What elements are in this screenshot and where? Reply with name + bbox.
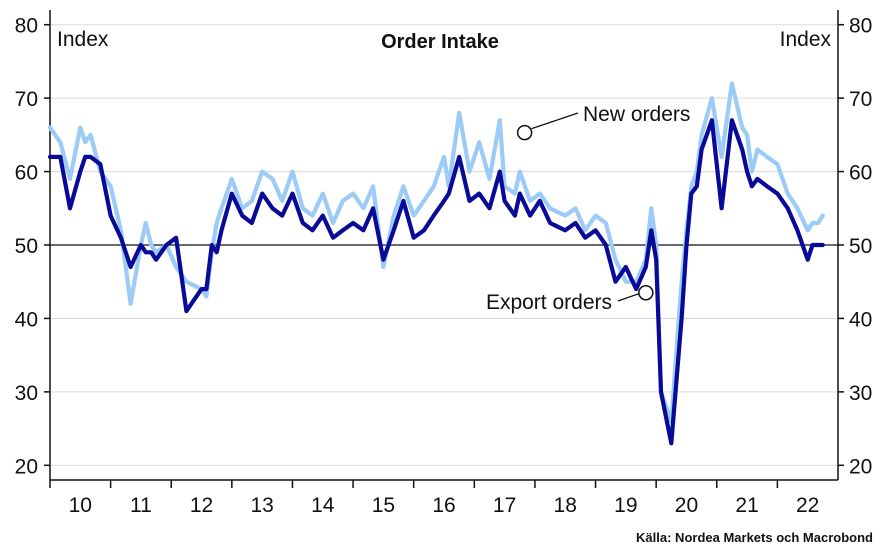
- x-tick-label: 12: [190, 494, 213, 517]
- chart-title: Order Intake: [381, 31, 499, 53]
- x-tick-label: 11: [130, 494, 152, 517]
- right-tick-label: 20: [849, 455, 872, 478]
- left-tick-label: 60: [15, 162, 38, 185]
- right-tick-label: 60: [849, 162, 872, 185]
- right-tick-label: 40: [849, 308, 872, 331]
- right-unit-label: Index: [780, 28, 832, 51]
- right-tick-label: 50: [849, 235, 872, 258]
- export-orders-marker: [638, 284, 654, 301]
- x-tick-label: 15: [372, 494, 395, 517]
- x-tick-label: 18: [554, 494, 577, 517]
- x-tick-label: 22: [796, 494, 819, 517]
- x-tick-label: 16: [432, 494, 455, 517]
- x-tick-label: 10: [69, 494, 92, 517]
- x-tick-label: 13: [250, 494, 273, 517]
- right-tick-label: 30: [849, 382, 872, 405]
- x-tick-label: 17: [493, 494, 516, 517]
- x-tick-label: 20: [675, 494, 698, 517]
- series-line-export-orders: [47, 118, 825, 446]
- export-orders-label: Export orders: [486, 291, 612, 314]
- x-tick-label: 14: [311, 494, 335, 517]
- export-orders-leader: [617, 293, 640, 302]
- x-ticks: 10 11 12 13 14 15 16 17 18 19 20 21 22: [49, 480, 819, 517]
- new-orders-marker: [516, 124, 533, 141]
- new-orders-label: New orders: [583, 103, 690, 126]
- left-tick-label: 80: [15, 15, 38, 38]
- y-ticks: 20 20 30 30 40 40 50 50 60 60 70 70 80 80: [15, 15, 873, 479]
- left-tick-label: 70: [15, 88, 38, 111]
- left-unit-label: Index: [57, 28, 109, 51]
- series-lines: [47, 81, 825, 446]
- x-tick-label: 21: [735, 494, 758, 517]
- annotations: New orders Export orders: [486, 103, 690, 314]
- right-tick-label: 70: [849, 88, 872, 111]
- left-tick-label: 30: [15, 382, 38, 405]
- right-tick-label: 80: [849, 15, 872, 38]
- left-tick-label: 20: [15, 455, 38, 478]
- left-tick-label: 40: [15, 308, 38, 331]
- source-note: Källa: Nordea Markets och Macrobond: [636, 530, 873, 545]
- new-orders-leader: [531, 112, 579, 130]
- x-tick-label: 19: [614, 494, 637, 517]
- left-tick-label: 50: [15, 235, 38, 258]
